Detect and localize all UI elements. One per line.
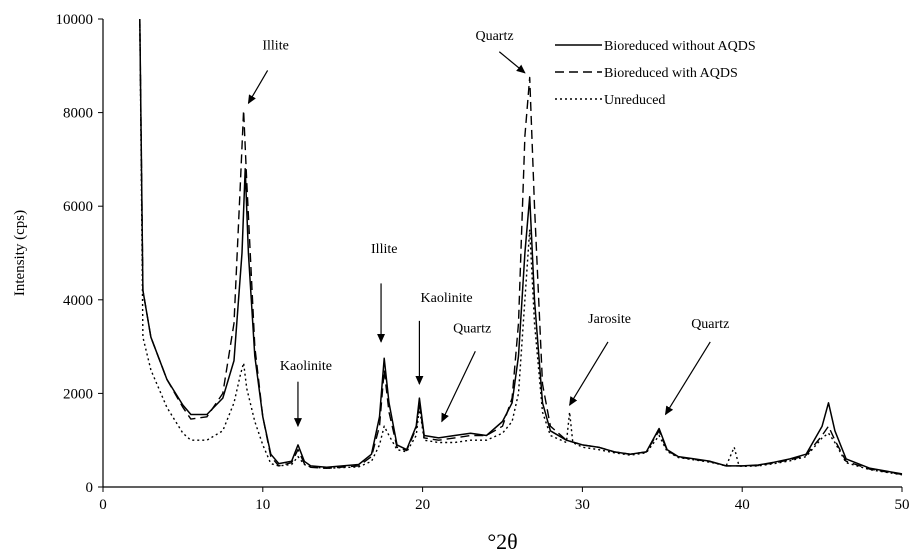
legend-item: Bioreduced without AQDS — [555, 39, 756, 54]
annotation-label: Illite — [371, 242, 397, 257]
y-tick-label: 10000 — [56, 12, 94, 28]
annotation-label: Kaolinite — [421, 291, 473, 306]
axes: 0 10 20 30 40 50 0 2000 4000 6000 8000 10000 — [56, 12, 910, 513]
series-group — [139, 18, 903, 476]
y-tick-label: 2000 — [63, 386, 93, 402]
annotation: Kaolinite — [415, 291, 473, 386]
annotation-label: Quartz — [453, 322, 491, 337]
annotation: Quartz — [475, 29, 526, 74]
y-tick-label: 0 — [86, 480, 94, 496]
legend-label: Bioreduced with AQDS — [604, 66, 738, 81]
annotation-label: Illite — [262, 38, 288, 53]
legend-label: Bioreduced without AQDS — [604, 39, 756, 54]
annotation: Illite — [247, 38, 289, 105]
annotation: Illite — [371, 242, 397, 343]
annotations: Illite Kaolinite Illite Kaolinite Quartz Quar… — [247, 29, 729, 428]
legend-item: Unreduced — [555, 93, 665, 108]
annotation: Jarosite — [569, 312, 631, 406]
annotation-label: Kaolinite — [280, 359, 332, 374]
annotation-arrow — [498, 51, 526, 74]
y-axis-title: Intensity (cps) — [12, 210, 28, 296]
x-tick-label: 0 — [99, 497, 107, 513]
legend-item: Bioreduced with AQDS — [555, 66, 738, 81]
annotation-arrow — [664, 341, 711, 416]
annotation: Quartz — [441, 322, 491, 423]
series-line-3 — [139, 18, 903, 476]
annotation-label: Quartz — [691, 317, 729, 332]
x-tick-label: 50 — [895, 497, 910, 513]
series-line-2 — [139, 18, 903, 476]
x-tick-label: 30 — [575, 497, 590, 513]
y-tick-label: 6000 — [63, 199, 93, 215]
y-tick-label: 8000 — [63, 106, 93, 122]
annotation-arrow — [441, 351, 476, 423]
legend-label: Unreduced — [604, 93, 665, 108]
y-tick-label: 4000 — [63, 293, 93, 309]
x-tick-label: 10 — [255, 497, 270, 513]
x-axis-title: °2θ — [487, 529, 517, 554]
x-tick-label: 40 — [735, 497, 750, 513]
x-tick-label: 20 — [415, 497, 430, 513]
annotation: Quartz — [664, 317, 729, 416]
annotation: Kaolinite — [280, 359, 332, 428]
annotation-label: Jarosite — [588, 312, 631, 327]
annotation-arrow — [569, 341, 609, 406]
annotation-label: Quartz — [475, 29, 513, 44]
annotation-arrow — [247, 70, 269, 105]
legend: Bioreduced without AQDS Bioreduced with A… — [555, 39, 756, 108]
